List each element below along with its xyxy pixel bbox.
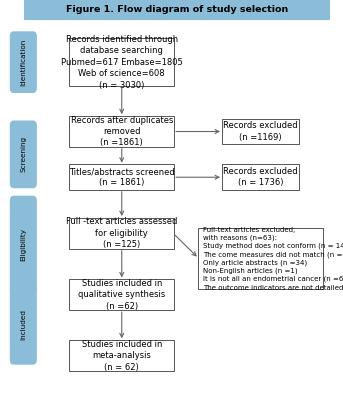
FancyBboxPatch shape bbox=[10, 196, 37, 294]
Text: Records after duplicates
removed
(n =1861): Records after duplicates removed (n =186… bbox=[71, 115, 173, 148]
Text: Records excluded
(n = 1736): Records excluded (n = 1736) bbox=[223, 167, 298, 187]
Text: Screening: Screening bbox=[20, 136, 26, 172]
FancyBboxPatch shape bbox=[69, 279, 174, 310]
Text: Titles/abstracts screened
(n = 1861): Titles/abstracts screened (n = 1861) bbox=[69, 167, 175, 187]
Text: Studies included in
qualitative synthesis
(n =62): Studies included in qualitative synthesi… bbox=[78, 279, 165, 311]
FancyBboxPatch shape bbox=[10, 120, 37, 188]
FancyBboxPatch shape bbox=[198, 229, 323, 289]
FancyBboxPatch shape bbox=[69, 164, 174, 190]
FancyBboxPatch shape bbox=[69, 340, 174, 371]
Text: Records excluded
(n =1169): Records excluded (n =1169) bbox=[223, 122, 298, 142]
FancyBboxPatch shape bbox=[10, 285, 37, 365]
FancyBboxPatch shape bbox=[24, 0, 329, 19]
FancyBboxPatch shape bbox=[69, 218, 174, 249]
FancyBboxPatch shape bbox=[10, 31, 37, 93]
Text: Identification: Identification bbox=[20, 38, 26, 86]
Text: Full-text articles excluded,
with reasons (n=63):
Study method does not conform : Full-text articles excluded, with reason… bbox=[203, 227, 343, 290]
FancyBboxPatch shape bbox=[222, 164, 299, 190]
FancyBboxPatch shape bbox=[69, 38, 174, 87]
Text: Records identified through
database searching
Pubmed=617 Embase=1805
Web of scie: Records identified through database sear… bbox=[61, 35, 182, 89]
FancyBboxPatch shape bbox=[69, 116, 174, 147]
Text: Figure 1. Flow diagram of study selection: Figure 1. Flow diagram of study selectio… bbox=[66, 5, 288, 14]
Text: Eligibility: Eligibility bbox=[20, 228, 26, 261]
Text: Included: Included bbox=[20, 309, 26, 340]
Text: Studies included in
meta-analysis
(n = 62): Studies included in meta-analysis (n = 6… bbox=[82, 340, 162, 372]
Text: Full -text articles assessed
for eligibility
(n =125): Full -text articles assessed for eligibi… bbox=[66, 217, 177, 249]
FancyBboxPatch shape bbox=[222, 119, 299, 144]
